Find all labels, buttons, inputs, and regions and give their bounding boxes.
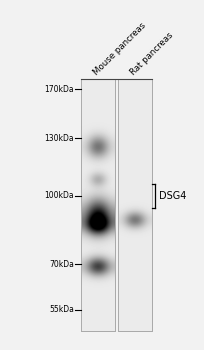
Bar	[117, 79, 151, 331]
Text: Mouse pancreas: Mouse pancreas	[91, 21, 147, 77]
Text: Rat pancreas: Rat pancreas	[128, 31, 174, 77]
Text: 55kDa: 55kDa	[49, 305, 73, 314]
Text: 130kDa: 130kDa	[44, 134, 73, 143]
Bar	[81, 79, 114, 331]
Text: 170kDa: 170kDa	[44, 85, 73, 94]
Bar	[81, 79, 114, 331]
Bar	[117, 79, 151, 331]
Text: 100kDa: 100kDa	[44, 191, 73, 201]
Text: DSG4: DSG4	[158, 191, 185, 201]
Text: 70kDa: 70kDa	[49, 260, 73, 269]
